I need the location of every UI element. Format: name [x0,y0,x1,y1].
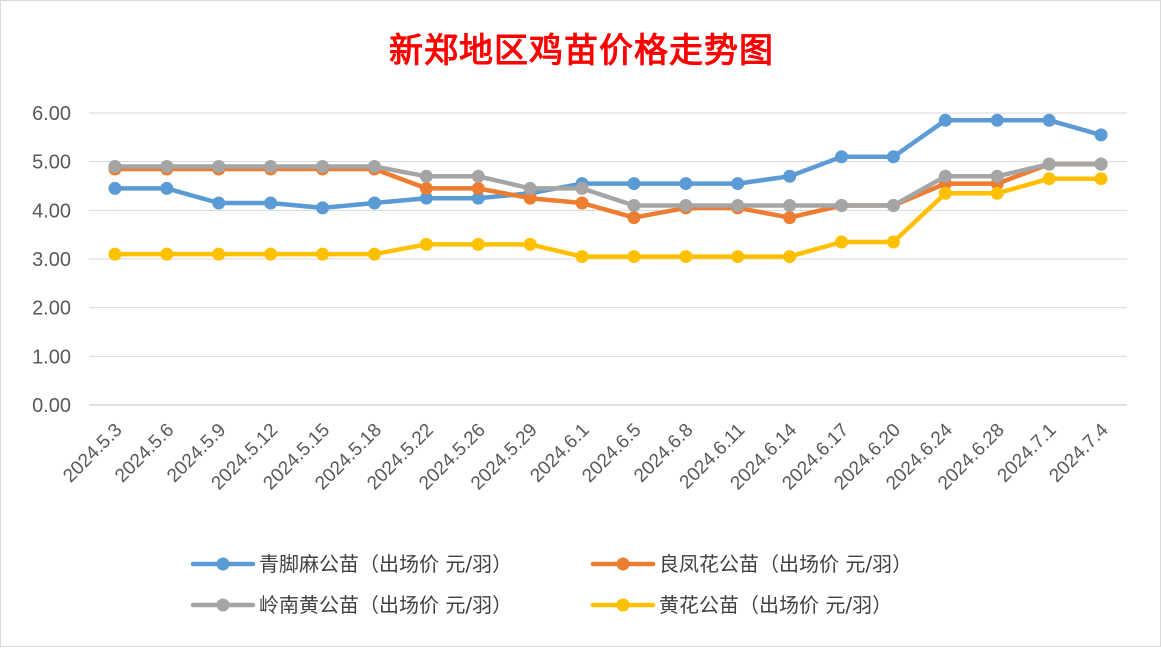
data-point [212,196,226,210]
legend-swatch-marker [216,598,230,612]
legend-label: 青脚麻公苗（出场价 元/羽） [259,552,512,576]
data-point [419,169,433,183]
data-point [160,181,174,195]
series-3 [108,157,1108,212]
data-point [316,160,330,174]
x-axis-ticks: 2024.5.32024.5.62024.5.92024.5.122024.5.… [59,419,1113,494]
data-point [627,250,641,264]
data-point [367,247,381,261]
data-point [679,250,693,264]
data-point [938,113,952,127]
data-point [783,198,797,212]
data-point [783,250,797,264]
y-tick-label: 6.00 [32,103,71,125]
data-point [575,250,589,264]
legend-item: 黄花公苗（出场价 元/羽） [590,593,892,617]
data-point [938,169,952,183]
data-point [886,235,900,249]
data-point [731,177,745,191]
data-point [471,191,485,205]
y-tick-label: 5.00 [32,152,71,174]
y-tick-label: 0.00 [32,395,71,417]
data-point [627,211,641,225]
data-point [731,250,745,264]
data-point [523,191,537,205]
legend-label: 黄花公苗（出场价 元/羽） [659,593,892,617]
series-line [112,161,1104,208]
y-tick-label: 2.00 [32,298,71,320]
legend-swatch-marker [616,557,630,571]
y-axis-ticks: 0.00 1.00 2.00 3.00 4.00 5.00 6.00 [32,103,71,417]
data-point [627,177,641,191]
data-point [1042,157,1056,171]
data-point [835,235,849,249]
data-point [212,160,226,174]
series-line [112,118,1104,211]
data-point [1042,113,1056,127]
data-point [990,113,1004,127]
data-point [108,181,122,195]
data-point [264,247,278,261]
data-point [471,169,485,183]
data-point [212,247,226,261]
y-tick-label: 1.00 [32,346,71,368]
series-lines [108,113,1108,264]
data-point [990,169,1004,183]
data-point [316,201,330,215]
y-tick-label: 3.00 [32,249,71,271]
legend-item: 良凤花公苗（出场价 元/羽） [590,552,912,576]
data-point [316,247,330,261]
legend-item: 青脚麻公苗（出场价 元/羽） [190,552,512,576]
series-line [112,161,1104,220]
data-point [1094,157,1108,171]
data-point [471,181,485,195]
legend-item: 岭南黄公苗（出场价 元/羽） [190,593,512,617]
data-point [264,196,278,210]
chart-title: 新郑地区鸡苗价格走势图 [389,31,774,71]
series-4 [108,172,1108,264]
data-point [835,150,849,164]
data-point [731,198,745,212]
data-point [1094,172,1108,186]
data-point [471,237,485,251]
data-point [523,237,537,251]
data-point [419,237,433,251]
data-point [367,196,381,210]
legend-label: 良凤花公苗（出场价 元/羽） [659,552,912,576]
data-point [679,177,693,191]
data-point [990,186,1004,200]
data-point [108,160,122,174]
data-point [1042,172,1056,186]
data-point [835,198,849,212]
legend-label: 岭南黄公苗（出场价 元/羽） [259,593,512,617]
data-point [783,211,797,225]
data-point [575,196,589,210]
data-point [367,160,381,174]
data-point [419,191,433,205]
legend: 青脚麻公苗（出场价 元/羽） 良凤花公苗（出场价 元/羽） 岭南黄公苗（出场价 元/… [190,552,912,617]
data-point [783,169,797,183]
gridlines [89,112,1127,406]
data-point [160,160,174,174]
legend-swatch-marker [616,598,630,612]
data-point [523,181,537,195]
data-point [886,150,900,164]
data-point [575,181,589,195]
data-point [886,198,900,212]
series-line [112,176,1104,259]
data-point [679,198,693,212]
data-point [160,247,174,261]
y-tick-label: 4.00 [32,200,71,222]
data-point [938,186,952,200]
data-point [264,160,278,174]
legend-swatch-marker [216,557,230,571]
data-point [419,181,433,195]
data-point [1094,128,1108,142]
data-point [627,198,641,212]
data-point [108,247,122,261]
